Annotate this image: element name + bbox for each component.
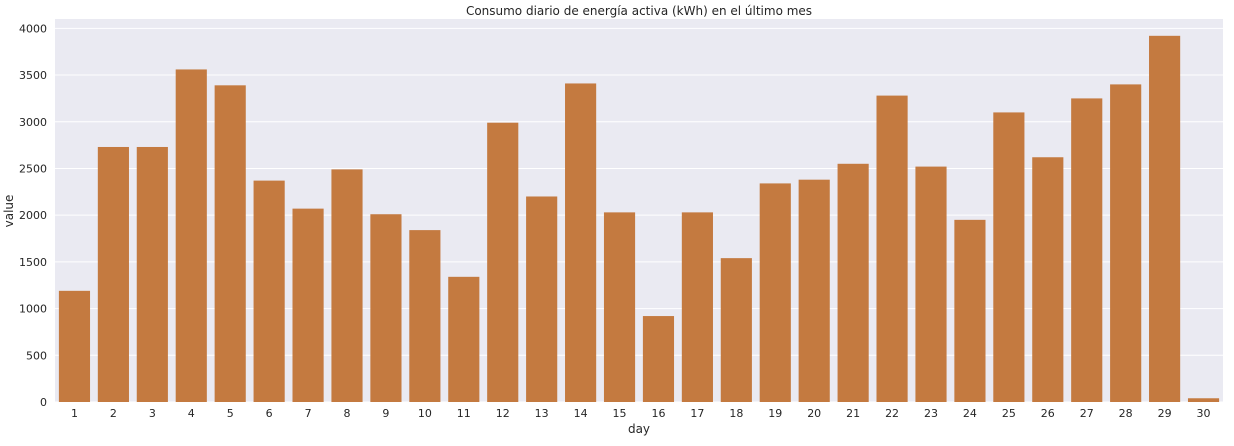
x-tick-label: 1: [71, 407, 78, 420]
x-tick-label: 11: [457, 407, 471, 420]
x-tick-label: 7: [305, 407, 312, 420]
y-tick-label: 0: [40, 396, 47, 409]
x-tick-label: 18: [729, 407, 743, 420]
y-tick-label: 2500: [19, 162, 47, 175]
bar-day-12: [487, 122, 519, 402]
x-tick-label: 16: [651, 407, 665, 420]
bar-day-1: [58, 290, 91, 402]
y-tick-label: 4000: [19, 22, 47, 35]
bar-day-28: [1110, 84, 1142, 402]
x-tick-label: 30: [1197, 407, 1211, 420]
x-tick-label: 26: [1041, 407, 1055, 420]
bar-day-25: [993, 112, 1025, 402]
y-tick-label: 3500: [19, 69, 47, 82]
bar-day-22: [876, 95, 908, 402]
x-tick-label: 17: [690, 407, 704, 420]
y-tick-label: 3000: [19, 116, 47, 129]
y-tick-label: 1000: [19, 303, 47, 316]
x-tick-label: 4: [188, 407, 195, 420]
bar-day-5: [214, 85, 246, 402]
x-tick-label: 24: [963, 407, 977, 420]
bar-day-19: [759, 183, 791, 402]
bar-day-14: [565, 83, 597, 402]
plot-background: [55, 19, 1223, 402]
x-tick-label: 6: [266, 407, 273, 420]
bar-day-3: [136, 146, 168, 402]
x-tick-label: 5: [227, 407, 234, 420]
bar-day-6: [253, 180, 285, 402]
x-tick-label: 28: [1119, 407, 1133, 420]
grid-lines: [55, 27, 1223, 403]
x-axis-ticks: 1 2 3 4 5 6 7 8 9 10 11 12 13 14 15 16 17 18 19 20 21 22 23 24 2…: [71, 407, 1211, 420]
x-tick-label: 22: [885, 407, 899, 420]
y-tick-label: 1500: [19, 256, 47, 269]
bar-day-15: [603, 212, 636, 402]
x-axis-label: day: [628, 422, 650, 436]
bar-day-20: [798, 179, 830, 402]
bar-day-9: [370, 214, 402, 402]
bar-day-8: [331, 169, 363, 402]
bar-day-23: [915, 166, 947, 402]
x-tick-label: 12: [496, 407, 510, 420]
bar-day-10: [409, 230, 441, 402]
y-tick-label: 2000: [19, 209, 47, 222]
bar-day-26: [1032, 157, 1064, 402]
bar-day-21: [837, 163, 869, 402]
bar-day-17: [681, 212, 713, 402]
x-tick-label: 27: [1080, 407, 1094, 420]
chart-title: Consumo diario de energía activa (kWh) e…: [466, 4, 812, 18]
x-tick-label: 9: [382, 407, 389, 420]
x-tick-label: 2: [110, 407, 117, 420]
bar-day-7: [292, 208, 324, 402]
x-tick-label: 21: [846, 407, 860, 420]
bar-day-11: [448, 276, 480, 402]
bar-day-13: [526, 196, 558, 402]
bar-day-24: [954, 219, 986, 402]
x-tick-label: 25: [1002, 407, 1016, 420]
bar-day-2: [97, 146, 129, 402]
x-tick-label: 3: [149, 407, 156, 420]
bar-day-30: [1187, 398, 1220, 402]
y-axis-label: value: [2, 195, 16, 228]
x-tick-label: 10: [418, 407, 432, 420]
bar-day-18: [720, 258, 752, 402]
bar-day-4: [175, 69, 207, 402]
bar-day-27: [1071, 98, 1103, 402]
x-tick-label: 8: [344, 407, 351, 420]
y-axis-ticks: 0 500 1000 1500 2000 2500 3000 3500 4000: [19, 22, 47, 409]
x-tick-label: 13: [535, 407, 549, 420]
bar-day-16: [642, 316, 675, 402]
y-tick-label: 500: [26, 349, 47, 362]
bar-day-29: [1149, 35, 1181, 402]
x-tick-label: 29: [1158, 407, 1172, 420]
x-tick-label: 20: [807, 407, 821, 420]
x-tick-label: 15: [613, 407, 627, 420]
x-tick-label: 19: [768, 407, 782, 420]
bars: [58, 35, 1220, 402]
x-tick-label: 14: [574, 407, 588, 420]
x-tick-label: 23: [924, 407, 938, 420]
